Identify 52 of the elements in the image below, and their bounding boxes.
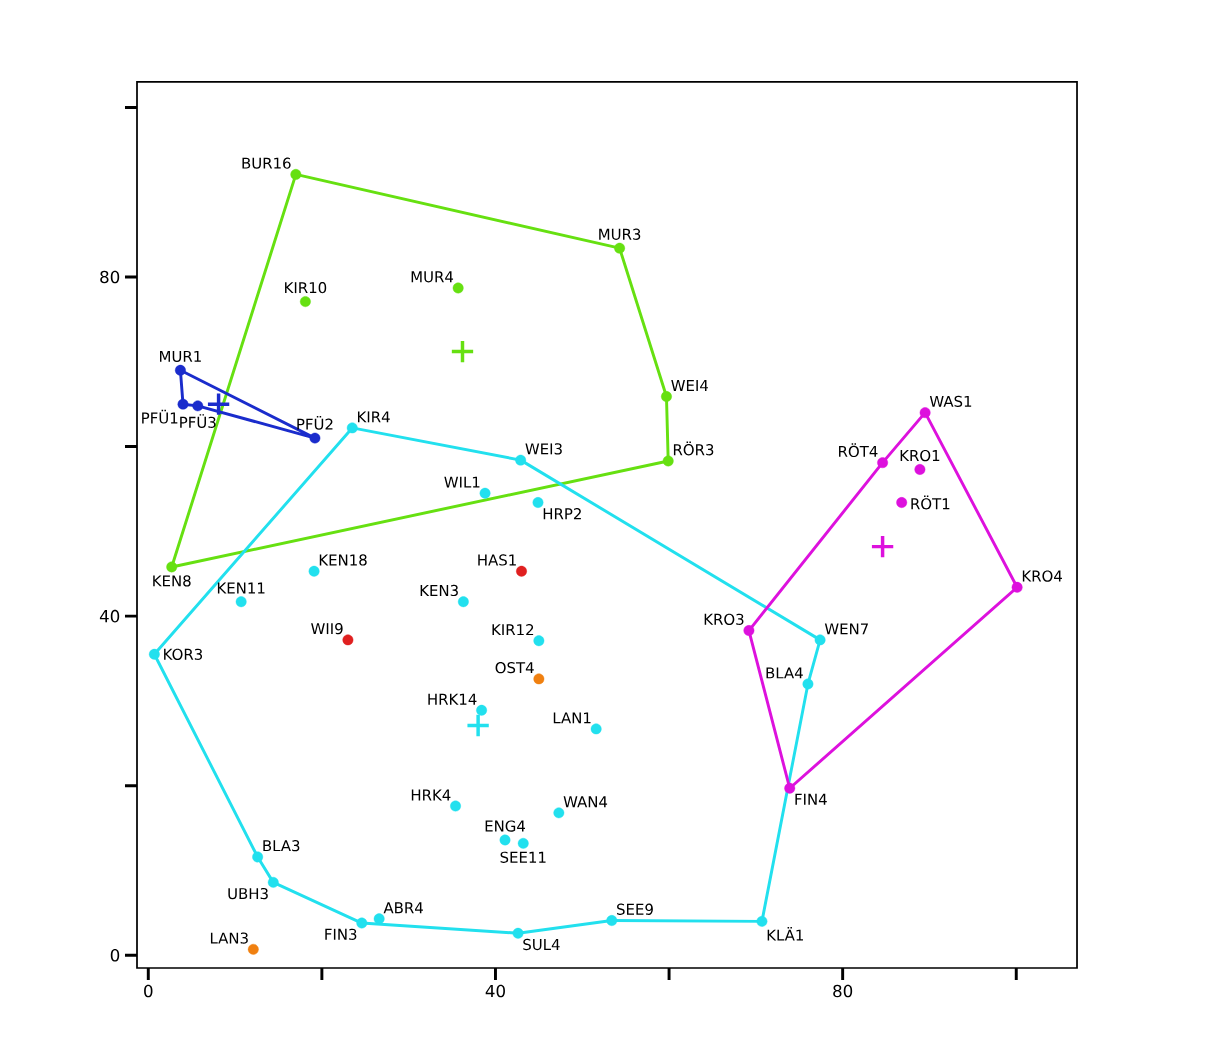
annotation: KIR10 [285, 282, 327, 294]
annotation: RÖT4 [839, 443, 878, 458]
annotation: MUR1 [160, 350, 201, 362]
annotation: SEE9 [617, 903, 653, 915]
annotation: BUR16 [242, 157, 291, 169]
annotation: WEI4 [671, 380, 708, 391]
y-tick-label: 40 [99, 609, 120, 623]
annotation: KRO4 [1022, 570, 1062, 582]
annotation: LAN1 [553, 712, 591, 724]
annotation: BLA4 [766, 667, 803, 679]
annotation: WEN7 [824, 623, 868, 635]
annotation: PFÜ2 [297, 415, 333, 430]
annotation: BLA3 [263, 840, 300, 852]
annotation: LAN3 [210, 932, 248, 944]
annotation: SEE11 [500, 851, 546, 863]
x-tick-label: 0 [144, 984, 153, 998]
annotation: KOR3 [164, 648, 203, 660]
x-tick-label: 80 [833, 984, 853, 998]
annotation: KLÄ1 [767, 926, 803, 941]
annotation: SUL4 [523, 938, 560, 951]
annotation: KEN11 [217, 582, 265, 594]
annotation: FIN3 [325, 928, 357, 940]
annotation: HRK14 [428, 693, 477, 705]
annotation: HAS1 [478, 554, 516, 566]
annotation: KEN18 [319, 554, 367, 566]
x-tick-label: 40 [485, 984, 505, 998]
annotation: HRP2 [543, 508, 581, 520]
annotation: KRO3 [704, 613, 744, 625]
annotation: PFÜ1 [142, 409, 178, 424]
annotation: KRO1 [900, 449, 940, 462]
annotation: FIN4 [795, 793, 827, 805]
annotation: WII9 [311, 622, 343, 635]
annotation: RÖR3 [673, 441, 714, 456]
annotation: WEI3 [525, 443, 562, 455]
annotation: RÖT1 [911, 495, 950, 510]
annotation: KEN8 [153, 575, 191, 587]
annotation: MUR4 [411, 271, 454, 283]
annotation: ENG4 [485, 820, 526, 832]
annotation: PFÜ3 [180, 414, 216, 428]
annotation: WIL1 [444, 476, 480, 488]
annotation: UBH3 [228, 887, 268, 900]
annotation: KIR4 [357, 411, 390, 423]
annotation: WAS1 [929, 395, 972, 408]
annotation: KEN3 [420, 584, 458, 597]
annotation: OST4 [495, 661, 534, 674]
annotation: ABR4 [383, 902, 423, 914]
annotation: HRK4 [411, 789, 451, 801]
y-tick-label: 0 [110, 948, 120, 962]
annotation: KIR12 [492, 624, 534, 636]
annotation: MUR3 [599, 228, 641, 240]
y-tick-label: 80 [100, 270, 120, 284]
annotation: WAN4 [563, 796, 608, 808]
